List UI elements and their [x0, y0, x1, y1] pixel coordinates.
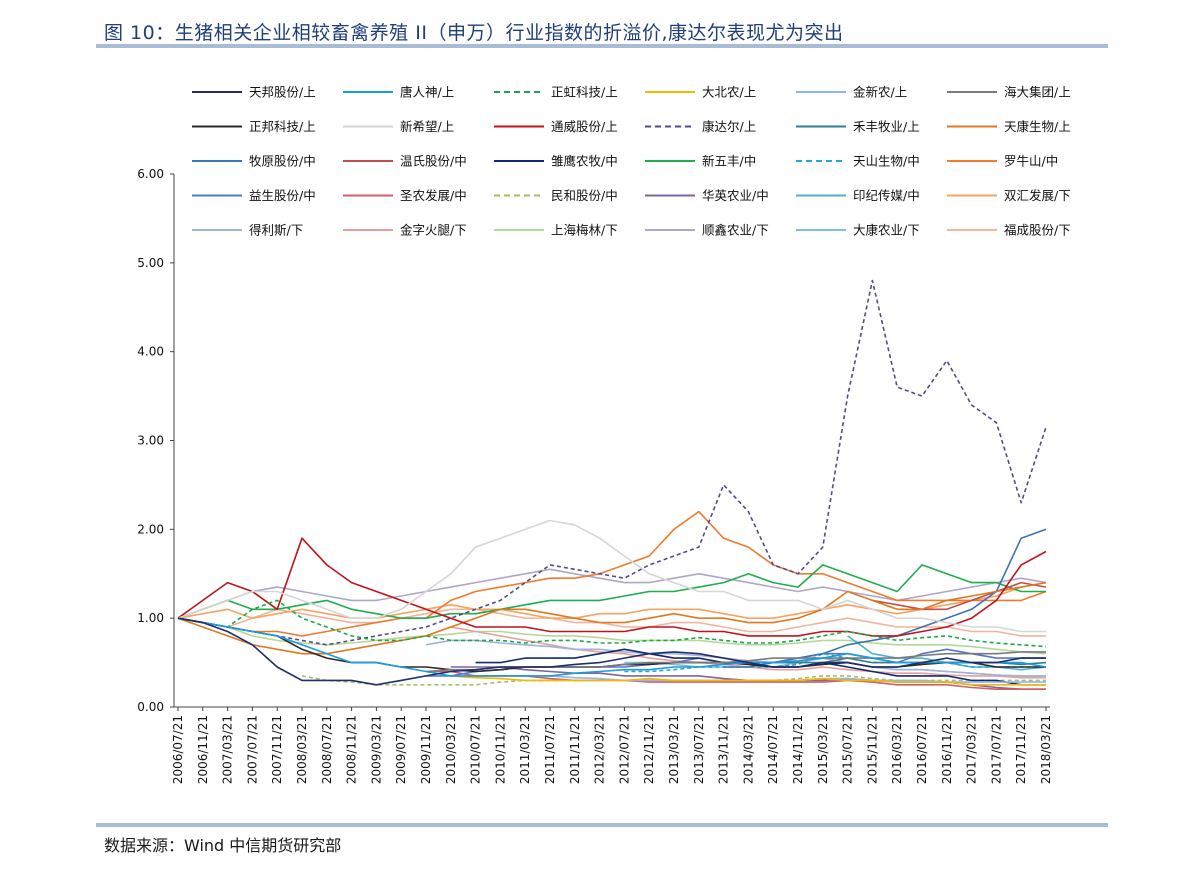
legend-label: 大北农/上 [702, 85, 756, 100]
y-tick-label: 5.00 [137, 256, 164, 270]
x-tick-label: 2013/11/21 [717, 715, 731, 784]
series-line [177, 581, 1047, 655]
legend-label: 天康生物/上 [1004, 119, 1071, 134]
legend-label: 罗牛山/中 [1004, 154, 1058, 169]
legend: 天邦股份/上 唐人神/上 正虹科技/上 大北农/上 金新农/上 海大集团/上正邦科技/上新… [192, 85, 1071, 238]
x-tick-label: 2007/07/21 [245, 715, 259, 784]
series-line [177, 617, 1047, 677]
x-tick-label: 2012/07/21 [617, 715, 631, 784]
series-line [177, 599, 1047, 648]
x-tick-label: 2018/03/21 [1039, 715, 1053, 784]
legend-label: 新希望/上 [400, 119, 454, 134]
x-tick-label: 2007/11/21 [270, 715, 284, 784]
x-tick-label: 2006/07/21 [171, 715, 185, 784]
y-tick-label: 4.00 [137, 345, 164, 359]
x-tick-label: 2010/03/21 [444, 715, 458, 784]
legend-label: 天山生物/中 [853, 154, 920, 169]
x-tick-label: 2006/11/21 [196, 715, 210, 784]
legend-label: 金新农/上 [853, 85, 907, 100]
x-tick-label: 2009/11/21 [419, 715, 433, 784]
x-tick-label: 2007/03/21 [221, 715, 235, 784]
legend-label: 顺鑫农业/下 [702, 223, 769, 238]
x-tick-label: 2016/07/21 [915, 715, 929, 784]
legend-label: 福成股份/下 [1004, 223, 1071, 238]
series-line [177, 608, 1046, 637]
source-rule [96, 823, 1108, 827]
x-tick-label: 2017/03/21 [965, 715, 979, 784]
x-tick-label: 2015/11/21 [865, 715, 879, 784]
legend-label: 通威股份/上 [551, 119, 618, 134]
series-line [177, 519, 1046, 633]
legend-label: 得利斯/下 [249, 223, 303, 238]
y-tick-label: 0.00 [137, 700, 164, 714]
source-note: 数据来源：Wind 中信期货研究部 [104, 836, 342, 855]
x-tick-label: 2009/07/21 [394, 715, 408, 784]
x-tick-label: 2013/03/21 [667, 715, 681, 784]
x-tick-label: 2014/07/21 [766, 715, 780, 784]
x-tick-label: 2017/11/21 [1014, 715, 1028, 784]
title-rule [96, 44, 1108, 48]
legend-label: 牧原股份/中 [249, 154, 316, 169]
x-tick-label: 2011/07/21 [543, 715, 557, 784]
legend-label: 印纪传媒/中 [853, 188, 920, 203]
x-tick-label: 2010/07/21 [469, 715, 483, 784]
x-tick-label: 2016/11/21 [940, 715, 954, 784]
legend-label: 温氏股份/中 [400, 154, 467, 169]
x-tick-label: 2012/11/21 [642, 715, 656, 784]
legend-label: 康达尔/上 [702, 119, 756, 134]
y-tick-label: 3.00 [137, 434, 164, 448]
x-tick-label: 2014/11/21 [791, 715, 805, 784]
x-tick-label: 2012/03/21 [593, 715, 607, 784]
y-tick-label: 1.00 [137, 611, 164, 625]
series-line [450, 675, 1046, 686]
series-line [177, 617, 1047, 655]
x-tick-label: 2016/03/21 [890, 715, 904, 784]
series-line [177, 617, 1046, 686]
legend-label: 正虹科技/上 [551, 85, 618, 100]
series-line [177, 279, 1047, 646]
series-line [177, 537, 1047, 637]
legend-label: 大康农业/下 [853, 223, 920, 238]
y-tick-label: 2.00 [137, 522, 164, 536]
x-tick-label: 2008/11/21 [345, 715, 359, 784]
series-line [177, 581, 1047, 619]
x-tick-label: 2015/03/21 [816, 715, 830, 784]
x-tick-label: 2017/07/21 [989, 715, 1003, 784]
legend-label: 正邦科技/上 [249, 119, 316, 134]
legend-label: 益生股份/中 [249, 188, 316, 203]
x-tick-label: 2010/11/21 [493, 715, 507, 784]
series-line [177, 564, 1046, 619]
legend-label: 金字火腿/下 [400, 223, 467, 238]
x-tick-label: 2011/03/21 [518, 715, 532, 784]
legend-label: 雏鹰农牧/中 [551, 154, 618, 169]
axes: 0.00 1.00 2.00 3.00 4.00 5.00 6.00 2006/07/21 20… [137, 167, 1053, 784]
x-tick-label: 2009/03/21 [369, 715, 383, 784]
series-lines [177, 279, 1047, 690]
legend-label: 天邦股份/上 [249, 85, 316, 100]
x-tick-label: 2008/03/21 [295, 715, 309, 784]
x-tick-label: 2014/03/21 [741, 715, 755, 784]
series-line [872, 581, 1047, 611]
series-line [177, 510, 1047, 637]
legend-label: 新五丰/中 [702, 154, 756, 169]
y-tick-label: 6.00 [137, 167, 164, 181]
legend-label: 圣农发展/中 [400, 188, 467, 203]
figure-title: 图 10：生猪相关企业相较畜禽养殖 II（申万）行业指数的折溢价,康达尔表现尤为… [104, 22, 844, 44]
x-tick-label: 2015/07/21 [841, 715, 855, 784]
legend-label: 民和股份/中 [551, 188, 618, 203]
legend-label: 唐人神/上 [400, 85, 454, 100]
legend-label: 禾丰牧业/上 [853, 119, 920, 134]
series-line [425, 639, 1046, 677]
legend-label: 双汇发展/下 [1004, 188, 1071, 203]
legend-label: 上海梅林/下 [551, 223, 618, 238]
x-tick-label: 2008/07/21 [320, 715, 334, 784]
x-tick-label: 2013/07/21 [692, 715, 706, 784]
x-tick-label: 2011/11/21 [568, 715, 582, 784]
legend-label: 华英农业/中 [702, 188, 769, 203]
legend-label: 海大集团/上 [1004, 85, 1071, 100]
